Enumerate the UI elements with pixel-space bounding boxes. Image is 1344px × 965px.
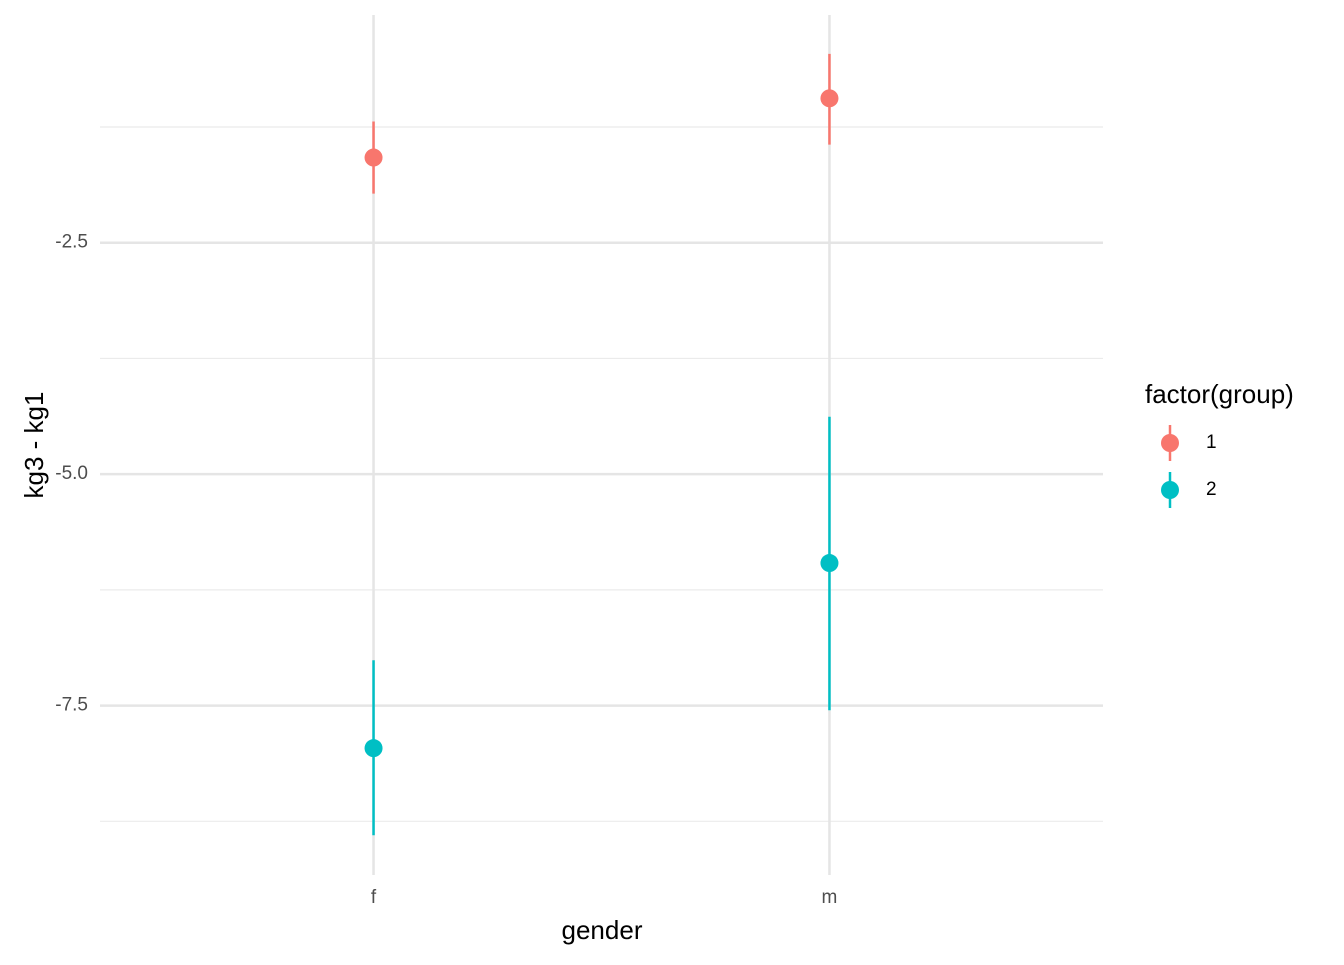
legend-key-point	[1161, 434, 1179, 452]
point	[364, 148, 383, 167]
legend-label: 1	[1206, 432, 1217, 453]
y-axis-label: kg3 - kg1	[19, 392, 49, 499]
y-tick-label: -2.5	[55, 232, 88, 253]
point	[820, 89, 839, 108]
x-axis-label: gender	[562, 915, 643, 945]
legend-title: factor(group)	[1145, 379, 1294, 409]
y-tick-label: -5.0	[55, 463, 88, 484]
point	[820, 554, 839, 573]
y-tick-label: -7.5	[55, 695, 88, 716]
point	[364, 739, 383, 758]
x-tick-label: f	[371, 887, 377, 908]
x-tick-label: m	[822, 887, 838, 908]
legend-key-point	[1161, 481, 1179, 499]
legend-label: 2	[1206, 479, 1217, 500]
